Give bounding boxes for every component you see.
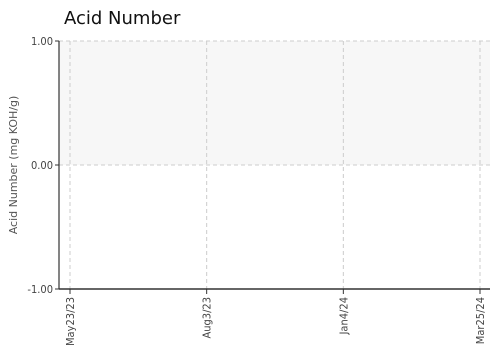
x-tick-label-0: May23/23 bbox=[64, 297, 77, 346]
y-tick-label-2: -1.00 bbox=[27, 283, 53, 296]
x-tick-label-3: Mar25/24 bbox=[474, 297, 487, 344]
y-tick-label-0: 1.00 bbox=[31, 35, 53, 48]
band-0 bbox=[59, 41, 490, 165]
x-tick-label-1: Aug3/23 bbox=[201, 297, 214, 339]
chart-title: Acid Number bbox=[64, 8, 181, 29]
x-tick-label-2: Jan4/24 bbox=[337, 297, 350, 335]
y-axis-title: Acid Number (mg KOH/g) bbox=[7, 96, 20, 235]
y-tick-label-1: 0.00 bbox=[31, 159, 53, 172]
